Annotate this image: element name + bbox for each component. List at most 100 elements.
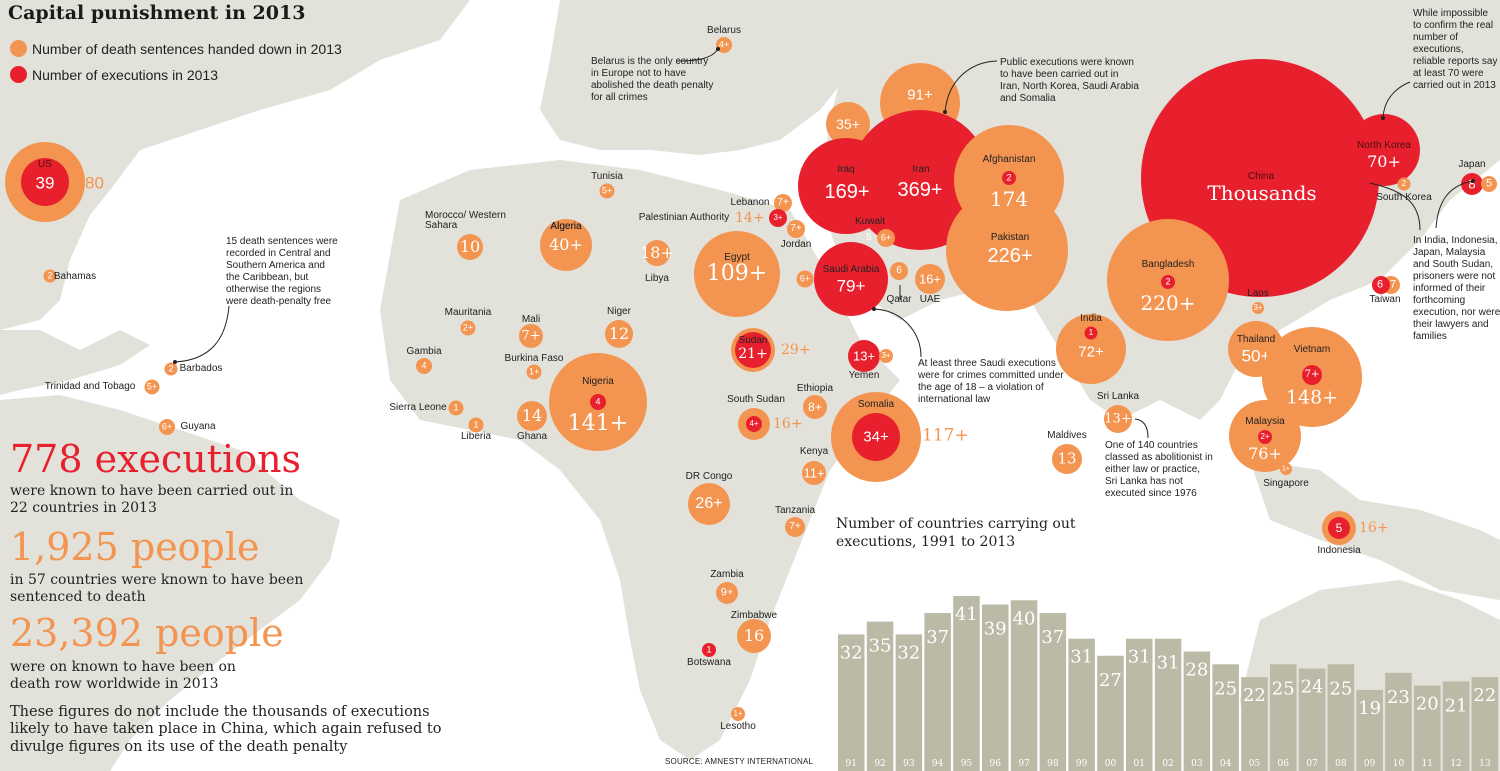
bar-value-label: 31 [1070,647,1093,668]
sentences-value-mauritania: 2+ [462,322,474,333]
sentences-bubble-jordan [787,220,805,238]
bar-category-label: 08 [1335,759,1347,769]
country-name-pakistan: Pakistan [990,232,1030,243]
sentences-bubble-laos [1252,302,1264,314]
bar-96 [982,604,1009,771]
bar-value-label: 35 [869,636,892,657]
bar-00 [1097,655,1124,771]
note-saudi: At least three Saudi executions were for… [918,358,1064,405]
sentences-bubble-egypt [694,231,780,317]
bar-category-label: 02 [1162,759,1173,769]
sentences-value-malaysia: 76+ [1248,444,1282,463]
country-name-botswana: Botswana [687,657,731,668]
stat-sentenced-text: in 57 countries were known to have been … [10,572,304,605]
bar-value-label: 25 [1272,678,1295,699]
sentences-value-bahamas: 2 [47,270,53,281]
executions-value-iraq: 169+ [824,181,870,203]
executions-value-malaysia: 2+ [1260,432,1270,441]
executions-value-somalia: 34+ [863,428,889,446]
country-name-dr-congo: DR Congo [685,471,733,482]
country-name-sri-lanka: Sri Lanka [1096,391,1140,402]
bar-category-label: 03 [1191,759,1203,769]
sentences-bubble-ghana [517,401,547,431]
sentences-value-burkina-faso: 1+ [528,366,540,377]
executions-value-taiwan: 6 [1376,278,1384,291]
country-name-liberia: Liberia [460,431,492,442]
executions-bubble-afghanistan [1002,171,1016,185]
sentences-value-palestinian-authority: 14+ [735,210,765,226]
executions-bubble-south-sudan [746,416,762,432]
bar-value-label: 24 [1301,677,1324,698]
sentences-value-kenya: 11+ [803,465,825,481]
country-name-gambia: Gambia [406,346,442,357]
country-name-palestinian-authority: Palestinian Authority [638,212,730,223]
sentences-value-mali: 7+ [521,328,541,344]
country-name-niger: Niger [607,306,631,317]
sentences-value-zimbabwe: 16 [743,626,765,645]
country-name-saudi-arabia: Saudi Arabia [822,264,880,275]
bar-value-label: 37 [1041,627,1064,648]
country-name-japan: Japan [1458,159,1486,170]
bar-value-label: 22 [1473,685,1496,706]
sentences-bubble-tunisia [599,183,615,199]
executions-value-indonesia: 5 [1335,521,1343,535]
bar-value-label: 25 [1214,678,1237,699]
legend-executions-label: Number of executions in 2013 [32,66,218,83]
sentences-value-algeria: 40+ [549,235,583,254]
bar-92 [866,621,894,771]
bar-category-label: 01 [1134,759,1145,769]
bar-category-label: 91 [846,759,857,769]
sentences-value-jordan: 7+ [790,223,802,234]
stat-executions-big: 778 executions [10,437,302,481]
sentences-bubble-saudi-arabia [796,270,814,288]
sentences-value-sudan: 29+ [781,342,811,358]
sentences-value-bangladesh: 220+ [1140,291,1196,315]
sentences-value-maldives: 13 [1057,449,1077,468]
sentences-value-niger: 12 [608,324,630,343]
bar-09 [1356,689,1383,771]
bar-category-label: 96 [990,759,1002,769]
sentences-bubble-zambia [716,582,738,604]
sentences-value-sri-lanka: 13+ [1104,411,1132,427]
land-south-america [0,395,340,771]
bar-value-label: 31 [1128,647,1151,668]
executions-bubble-palestinian-authority [769,209,787,227]
land-caribbean [0,330,150,395]
sentences-value-south-korea: 2 [1401,179,1407,188]
sentences-bubble-libya [644,240,670,266]
executions-value-kuwait: 5 [866,232,872,243]
country-name-sierra-leone: Sierra Leone [389,402,447,413]
bar-06 [1270,664,1297,771]
country-name-uae: UAE [919,294,941,305]
executions-value-south-sudan: 4+ [749,419,759,428]
country-name-zimbabwe: Zimbabwe [730,610,778,621]
stat-deathrow-big: 23,392 people [10,611,284,655]
executions-bubble-botswana [702,643,716,657]
country-name-us: US [38,159,52,170]
executions-value-saudi-arabia: 79+ [836,276,866,296]
land-europe [540,0,860,155]
sentences-bubble-trinidad-and-tobago [144,379,160,395]
bar-category-label: 97 [1018,759,1030,769]
note-americas: 15 death sentences were recorded in Cent… [226,236,338,307]
sentences-bubble-kenya [802,461,826,485]
country-name-tunisia: Tunisia [591,171,623,182]
country-name-zambia: Zambia [710,569,744,580]
sentences-bubble-zimbabwe [737,619,771,653]
bar-98 [1039,613,1067,771]
executions-bubble-somalia [852,413,900,461]
country-name-morocco-western-sahara: Morocco/ Western Sahara [425,210,506,231]
bar-category-label: 95 [961,759,973,769]
sentences-value-japan: 5 [1485,177,1493,190]
bar-category-label: 12 [1450,759,1461,769]
sentences-value-india: 72+ [1078,343,1104,361]
country-name-tanzania: Tanzania [774,505,816,516]
bar-category-label: 93 [903,759,915,769]
sentences-value-tanzania: 7+ [789,521,801,532]
legend-sentences: Number of death sentences handed down in… [10,40,342,57]
executions-value-yemen: 13+ [852,348,876,364]
chart-title: Number of countries carrying out executi… [836,516,1076,550]
sentences-bubble-morocco-western-sahara [457,234,483,260]
bar-value-label: 40 [1013,608,1036,629]
country-name-jordan: Jordan [780,239,812,250]
